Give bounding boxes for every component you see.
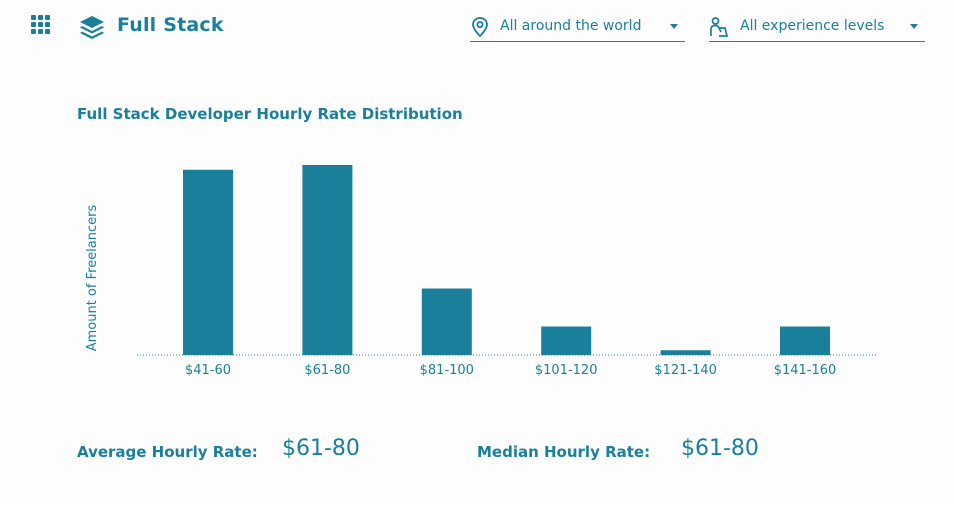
x-tick-label: $41-60 <box>185 363 231 378</box>
x-tick-label: $141-160 <box>774 363 837 378</box>
bar-$41-60[interactable] <box>183 169 233 355</box>
x-tick-label: $101-120 <box>535 363 598 378</box>
location-filter-value: All around the world <box>500 18 642 34</box>
experience-filter-dropdown[interactable]: All experience levels <box>709 12 925 42</box>
location-filter-dropdown[interactable]: All around the world <box>470 12 685 42</box>
location-pin-icon <box>472 17 488 38</box>
x-tick-label: $81-100 <box>420 363 474 378</box>
x-tick-label: $61-80 <box>304 363 350 378</box>
chevron-down-icon <box>670 24 678 29</box>
average-rate-value: $61-80 <box>282 436 360 461</box>
layers-icon <box>80 16 104 39</box>
median-rate-label: Median Hourly Rate: <box>477 443 651 461</box>
bar-$121-140[interactable] <box>660 350 711 355</box>
app-title[interactable]: Full Stack <box>117 14 224 36</box>
bar-$141-160[interactable] <box>780 326 830 356</box>
x-tick-label: $121-140 <box>654 363 717 378</box>
bar-$81-100[interactable] <box>421 288 472 356</box>
person-laptop-icon <box>710 17 729 37</box>
average-rate-label: Average Hourly Rate: <box>77 443 258 461</box>
bar-$61-80[interactable] <box>302 165 353 355</box>
median-rate-value: $61-80 <box>681 436 759 461</box>
experience-filter-value: All experience levels <box>740 18 885 34</box>
grid-menu-icon[interactable] <box>31 15 51 35</box>
bar-$101-120[interactable] <box>541 326 592 356</box>
chart-title: Full Stack Developer Hourly Rate Distrib… <box>77 105 463 123</box>
bar-chart: Amount of Freelancers $41-60 $61-80 $81-10… <box>85 165 877 378</box>
top-bar: Full Stack All around the world All expe… <box>0 0 955 56</box>
y-axis-label: Amount of Freelancers <box>85 205 100 352</box>
chevron-down-icon <box>910 24 918 29</box>
